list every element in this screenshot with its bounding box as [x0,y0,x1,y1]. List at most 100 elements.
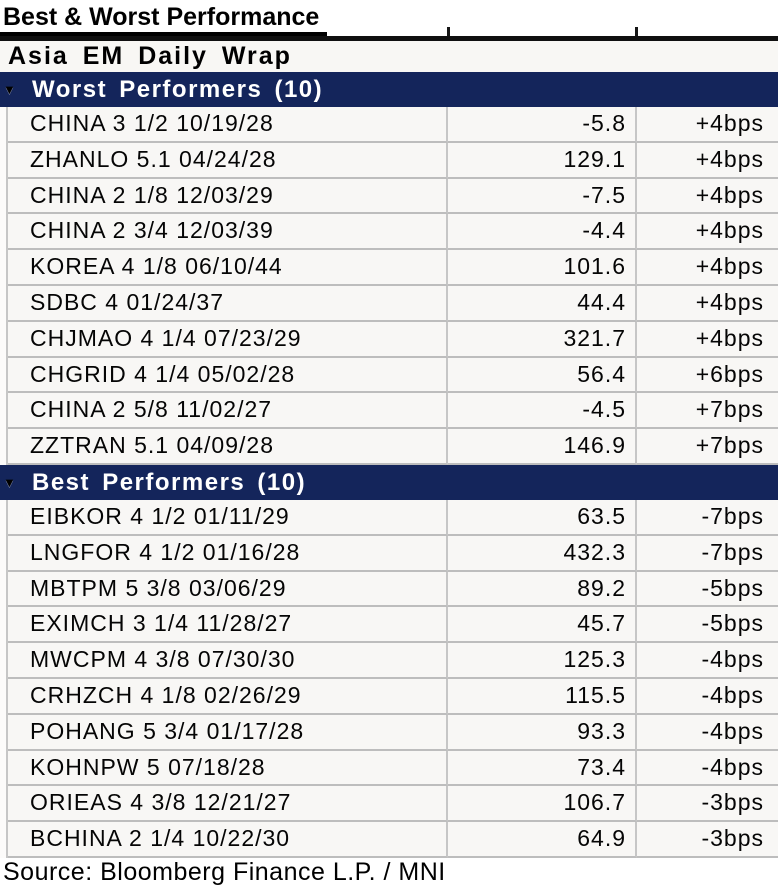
row-gutter [0,357,8,394]
row-gutter [0,250,8,286]
row-gutter [0,643,8,679]
table-row[interactable]: EIBKOR 4 1/2 01/11/29 63.5 -7bps [0,499,778,536]
collapse-triangle-icon[interactable]: ▼ [3,82,18,97]
row-gutter [0,285,8,322]
bond-name-cell: SDBC 4 01/24/37 [8,285,448,322]
page-title: Best & Worst Performance [0,0,328,36]
change-cell: -4bps [637,715,778,751]
table-row[interactable]: CRHZCH 4 1/8 02/26/29 115.5 -4bps [0,678,778,715]
row-gutter [0,142,8,179]
bond-name-cell: KOREA 4 1/8 06/10/44 [8,250,448,286]
row-gutter [0,750,8,787]
change-cell: +4bps [637,107,778,143]
bond-name-cell: BCHINA 2 1/4 10/22/30 [8,822,448,858]
spread-value-cell: -5.8 [448,107,637,143]
section-label: Worst Performers (10) [32,76,324,103]
table-row[interactable]: CHGRID 4 1/4 05/02/28 56.4 +6bps [0,357,778,394]
spread-value-cell: 89.2 [448,571,637,608]
change-cell: +4bps [637,214,778,251]
bond-name-cell: ZZTRAN 5.1 04/09/28 [8,429,448,465]
row-gutter [0,535,8,572]
table-row[interactable]: CHINA 2 5/8 11/02/27 -4.5 +7bps [0,393,778,430]
spread-value-cell: -4.5 [448,393,637,430]
row-gutter [0,714,8,751]
spread-value-cell: 64.9 [448,822,637,858]
table-row[interactable]: CHINA 2 1/8 12/03/29 -7.5 +4bps [0,178,778,215]
spread-value-cell: 432.3 [448,535,637,572]
table-row[interactable]: ORIEAS 4 3/8 12/21/27 106.7 -3bps [0,786,778,823]
change-cell: -3bps [637,822,778,858]
row-gutter [0,214,8,251]
change-cell: -3bps [637,786,778,823]
row-gutter [0,429,8,465]
change-cell: +6bps [637,358,778,394]
table-row[interactable]: BCHINA 2 1/4 10/22/30 64.9 -3bps [0,822,778,858]
bond-name-cell: MBTPM 5 3/8 03/06/29 [8,571,448,608]
bond-name-cell: LNGFOR 4 1/2 01/16/28 [8,535,448,572]
spread-value-cell: 56.4 [448,357,637,394]
table-body: ▼ Worst Performers (10) CHINA 3 1/2 10/19/… [0,72,778,858]
spread-value-cell: 125.3 [448,643,637,679]
bond-name-cell: CHJMAO 4 1/4 07/23/29 [8,321,448,358]
spread-value-cell: 44.4 [448,285,637,322]
row-gutter [0,571,8,608]
section-label: Best Performers (10) [32,468,307,496]
collapse-triangle-icon[interactable]: ▼ [3,474,18,490]
bond-name-cell: EIBKOR 4 1/2 01/11/29 [8,499,448,536]
bond-name-cell: KOHNPW 5 07/18/28 [8,750,448,787]
table-row[interactable]: ZHANLO 5.1 04/24/28 129.1 +4bps [0,142,778,179]
spread-value-cell: 146.9 [448,429,637,465]
bond-name-cell: CHGRID 4 1/4 05/02/28 [8,357,448,394]
table-row[interactable]: KOREA 4 1/8 06/10/44 101.6 +4bps [0,250,778,286]
change-cell: -4bps [637,643,778,679]
performance-table: Asia EM Daily Wrap ▼ Worst Performers (10… [0,27,778,858]
change-cell: +4bps [637,286,778,322]
spread-value-cell: 73.4 [448,750,637,787]
table-row[interactable]: POHANG 5 3/4 01/17/28 93.3 -4bps [0,714,778,751]
row-gutter [0,107,8,143]
table-row[interactable]: KOHNPW 5 07/18/28 73.4 -4bps [0,750,778,787]
bond-name-cell: CHINA 3 1/2 10/19/28 [8,107,448,143]
change-cell: +7bps [637,393,778,430]
change-cell: +7bps [637,429,778,465]
change-cell: -7bps [637,500,778,536]
section-header[interactable]: ▼ Best Performers (10) [0,464,778,500]
spread-value-cell: 45.7 [448,607,637,644]
row-gutter [0,678,8,715]
row-gutter [0,499,8,536]
bond-name-cell: CRHZCH 4 1/8 02/26/29 [8,678,448,715]
change-cell: -5bps [637,607,778,644]
source-note: Source: Bloomberg Finance L.P. / MNI [3,858,446,886]
table-row[interactable]: MBTPM 5 3/8 03/06/29 89.2 -5bps [0,571,778,608]
table-row[interactable]: MWCPM 4 3/8 07/30/30 125.3 -4bps [0,643,778,679]
spread-value-cell: 115.5 [448,678,637,715]
table-title: Asia EM Daily Wrap [0,41,778,72]
bond-name-cell: MWCPM 4 3/8 07/30/30 [8,643,448,679]
table-row[interactable]: SDBC 4 01/24/37 44.4 +4bps [0,285,778,322]
change-cell: -5bps [637,572,778,608]
table-row[interactable]: CHINA 3 1/2 10/19/28 -5.8 +4bps [0,107,778,143]
row-gutter [0,321,8,358]
column-divider-tick [447,27,450,36]
table-row[interactable]: CHJMAO 4 1/4 07/23/29 321.7 +4bps [0,321,778,358]
section-header[interactable]: ▼ Worst Performers (10) [0,72,778,107]
change-cell: -4bps [637,679,778,715]
bond-name-cell: EXIMCH 3 1/4 11/28/27 [8,607,448,644]
bond-name-cell: CHINA 2 1/8 12/03/29 [8,178,448,215]
bond-name-cell: CHINA 2 5/8 11/02/27 [8,393,448,430]
table-row[interactable]: ZZTRAN 5.1 04/09/28 146.9 +7bps [0,429,778,465]
row-gutter [0,178,8,215]
table-row[interactable]: CHINA 2 3/4 12/03/39 -4.4 +4bps [0,214,778,251]
change-cell: +4bps [637,322,778,358]
spread-value-cell: 321.7 [448,321,637,358]
change-cell: +4bps [637,250,778,286]
table-row[interactable]: EXIMCH 3 1/4 11/28/27 45.7 -5bps [0,607,778,644]
change-cell: +4bps [637,179,778,215]
table-row[interactable]: LNGFOR 4 1/2 01/16/28 432.3 -7bps [0,535,778,572]
spread-value-cell: 63.5 [448,499,637,536]
bond-name-cell: POHANG 5 3/4 01/17/28 [8,714,448,751]
spread-value-cell: 101.6 [448,250,637,286]
change-cell: +4bps [637,143,778,179]
spread-value-cell: -7.5 [448,178,637,215]
